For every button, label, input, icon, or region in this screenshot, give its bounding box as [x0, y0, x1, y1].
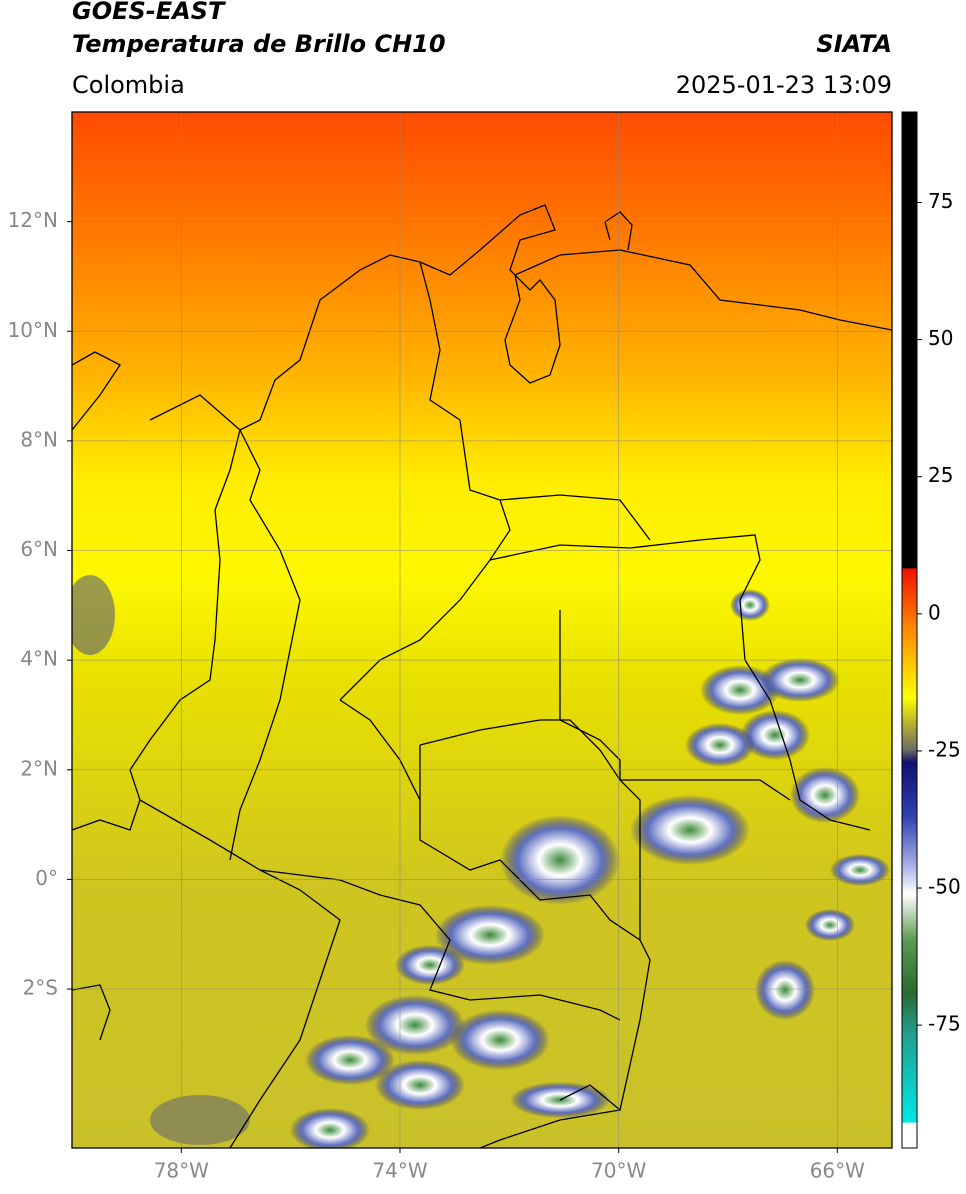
colorbar-tick-label: 0	[928, 600, 941, 624]
y-tick-label: 2°N	[20, 756, 58, 780]
y-tick-label: 10°N	[8, 318, 58, 342]
region: Colombia	[72, 71, 185, 99]
x-tick-label: 70°W	[591, 1159, 646, 1183]
source: SIATA	[816, 30, 892, 58]
subtitle: Temperatura de Brillo CH10	[72, 30, 446, 58]
y-tick-label: 4°N	[20, 647, 58, 671]
colorbar	[901, 111, 918, 1149]
x-tick-label: 78°W	[154, 1159, 209, 1183]
x-tick-label: 74°W	[372, 1159, 427, 1183]
brightness-field	[72, 112, 892, 1148]
coastlines-borders	[72, 204, 892, 1148]
colorbar-tick-label: 50	[928, 326, 953, 350]
colorbar-tick-label: -50	[928, 875, 961, 899]
y-tick-label: 6°N	[20, 537, 58, 561]
grid	[72, 112, 892, 1148]
colorbar-tick-label: -25	[928, 737, 961, 761]
y-tick-label: 2°S	[23, 976, 58, 1000]
map-frame	[71, 111, 893, 1149]
y-tick-label: 0°	[35, 866, 58, 890]
x-tick-label: 66°W	[810, 1159, 865, 1183]
title: GOES-EAST	[72, 0, 226, 25]
colorbar-tick-label: 25	[928, 463, 953, 487]
map-image	[72, 112, 892, 1148]
y-tick-label: 8°N	[20, 427, 58, 451]
convective-clouds	[72, 575, 890, 1148]
y-tick-label: 12°N	[8, 208, 58, 232]
colorbar-tick-label: -75	[928, 1012, 961, 1036]
timestamp: 2025-01-23 13:09	[676, 71, 892, 99]
colorbar-tick-label: 75	[928, 189, 953, 213]
